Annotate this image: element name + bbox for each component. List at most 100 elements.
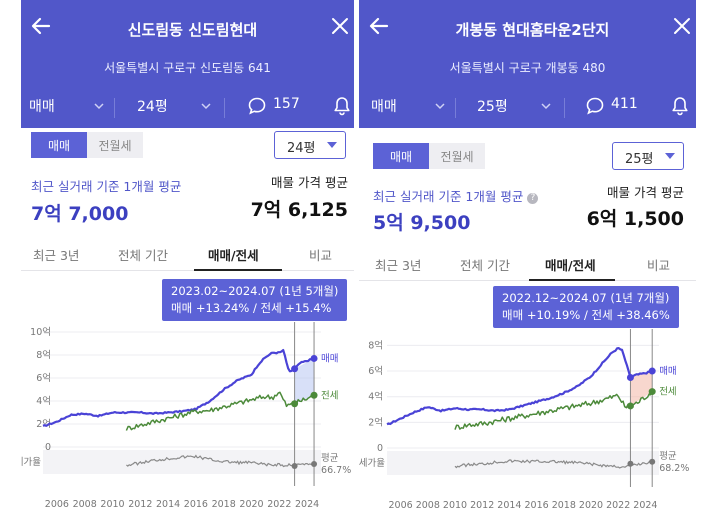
- ratio-end-point: [311, 461, 318, 468]
- chevron-down-icon: [541, 103, 551, 110]
- trade-tabs: 매매 전월세: [373, 143, 485, 169]
- area-dropdown[interactable]: 25평: [612, 142, 684, 170]
- header: 개봉동 현대홈타운2단지 서울특별시 구로구 개봉동 480 매매 25평 41…: [359, 0, 696, 128]
- ratio-start-point: [627, 460, 634, 467]
- nav-all-period[interactable]: 전체 기간: [118, 248, 168, 263]
- nav-sale-jeonse[interactable]: 매매/전세: [545, 258, 596, 273]
- nav-sale-jeonse[interactable]: 매매/전세: [208, 248, 259, 263]
- close-icon[interactable]: [672, 16, 692, 36]
- x-tick-label: 2012: [128, 499, 152, 510]
- ratio-band: [387, 451, 659, 475]
- jeonse-price-line: [125, 391, 314, 431]
- area-dropdown-label: 25평: [625, 152, 654, 167]
- sale-price-line: [42, 349, 314, 427]
- tab-rent[interactable]: 전월세: [87, 132, 143, 158]
- comment-icon[interactable]: [585, 96, 605, 116]
- chart-nav: 최근 3년 전체 기간 매매/전세 비교: [359, 249, 696, 281]
- period-end-point: [648, 388, 656, 396]
- close-icon[interactable]: [330, 16, 350, 36]
- ratio-label: 전세가율: [21, 457, 41, 468]
- chart-nav: 최근 3년 전체 기간 매매/전세 비교: [21, 239, 354, 271]
- nav-compare[interactable]: 비교: [309, 248, 333, 263]
- change-highlight-area: [294, 358, 315, 404]
- x-tick-label: 2014: [497, 500, 521, 511]
- nav-recent-3y[interactable]: 최근 3년: [33, 248, 80, 263]
- y-tick-label: 4억: [368, 391, 383, 403]
- apartment-panel-left: 신도림동 신도림현대 서울특별시 구로구 신도림동 641 매매 24평 157…: [21, 0, 354, 527]
- nav-compare[interactable]: 비교: [647, 258, 671, 273]
- avg-label-text: 최근 실거래 기준 1개월 평균: [373, 189, 524, 204]
- area-dropdown[interactable]: 24평: [274, 131, 346, 159]
- series-label: 전세: [321, 390, 338, 401]
- period-start-point: [626, 373, 634, 381]
- avg-value: 5억 9,500: [373, 212, 471, 234]
- period-start-point: [291, 365, 299, 373]
- x-tick-label: 2020: [579, 500, 603, 511]
- back-arrow-icon[interactable]: [29, 14, 53, 38]
- avg-label: 최근 실거래 기준 1개월 평균: [31, 179, 182, 194]
- caret-down-icon: [327, 142, 337, 148]
- bell-icon[interactable]: [671, 96, 689, 116]
- y-tick-label: 4억: [36, 395, 51, 407]
- chevron-down-icon: [435, 103, 445, 110]
- x-tick-label: 2018: [212, 499, 236, 510]
- period-end-point: [310, 354, 318, 362]
- period-tooltip: 2022.12~2024.07 (1년 7개월) 매매 +10.19% / 전세…: [493, 286, 679, 328]
- divider: [455, 98, 456, 118]
- y-tick-label: 6억: [36, 372, 51, 384]
- period-tooltip: 2023.02~2024.07 (1년 5개월) 매매 +13.24% / 전세…: [162, 279, 348, 321]
- nav-all-period[interactable]: 전체 기간: [460, 258, 510, 273]
- address: 서울특별시 구로구 신도림동 641: [104, 61, 271, 75]
- jeonse-ratio-line: [126, 454, 315, 468]
- ratio-avg-label: 평균: [659, 451, 677, 462]
- nav-active-indicator: [529, 278, 615, 281]
- nav-recent-3y[interactable]: 최근 3년: [375, 258, 422, 273]
- y-tick-label: 8억: [36, 349, 51, 361]
- tab-sale[interactable]: 매매: [31, 132, 87, 158]
- x-tick-label: 2010: [443, 500, 467, 511]
- tooltip-period: 2022.12~2024.07 (1년 7개월): [502, 291, 670, 305]
- y-tick-label: 2억: [36, 418, 51, 430]
- ratio-avg-label: 평균: [321, 453, 339, 464]
- ratio-band: [43, 450, 321, 474]
- info-icon[interactable]: ?: [527, 193, 539, 204]
- x-tick-label: 2016: [184, 499, 208, 510]
- ratio-avg-value: 68.2%: [659, 463, 689, 474]
- x-tick-label: 2010: [100, 499, 124, 510]
- nav-active-indicator: [194, 268, 282, 271]
- trade-tabs: 매매 전월세: [31, 132, 143, 158]
- series-label: 전세: [659, 387, 676, 398]
- area-dropdown-label: 24평: [287, 141, 316, 156]
- jeonse-price-line: [454, 393, 652, 430]
- trade-type-select[interactable]: 매매: [371, 99, 397, 115]
- tab-rent[interactable]: 전월세: [429, 143, 485, 169]
- sale-price-line: [386, 347, 652, 426]
- ratio-end-point: [649, 458, 656, 465]
- area-select[interactable]: 25평: [477, 99, 508, 115]
- tab-sale[interactable]: 매매: [373, 143, 429, 169]
- listing-value: 7억 6,125: [250, 199, 348, 221]
- y-tick-label: 0: [377, 443, 383, 454]
- divider: [114, 98, 115, 118]
- y-tick-label: 10억: [30, 326, 51, 338]
- area-select[interactable]: 24평: [137, 99, 168, 115]
- comment-icon[interactable]: [247, 96, 267, 116]
- tooltip-change: 매매 +13.24% / 전세 +15.4%: [171, 301, 332, 315]
- avg-label: 최근 실거래 기준 1개월 평균?: [373, 186, 539, 205]
- control-row: 매매 24평 157: [21, 86, 354, 128]
- comment-count[interactable]: 411: [611, 96, 638, 112]
- x-tick-label: 2022: [267, 499, 291, 510]
- jeonse-ratio-line: [454, 459, 653, 469]
- ratio-start-point: [291, 463, 298, 470]
- comment-count[interactable]: 157: [273, 96, 300, 112]
- complex-title: 개봉동 현대홈타운2단지: [455, 21, 610, 39]
- caret-down-icon: [665, 153, 675, 159]
- back-arrow-icon[interactable]: [367, 14, 391, 38]
- y-tick-label: 2억: [368, 416, 383, 428]
- trade-type-select[interactable]: 매매: [29, 99, 55, 115]
- x-tick-label: 2012: [470, 500, 494, 511]
- x-tick-label: 2006: [389, 500, 413, 511]
- bell-icon[interactable]: [333, 96, 351, 116]
